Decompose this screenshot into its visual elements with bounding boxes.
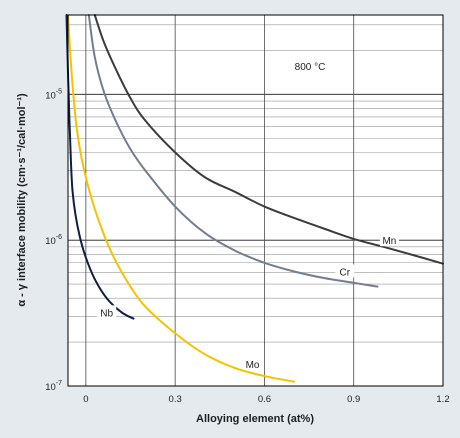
x-tick-label: 0 xyxy=(83,394,88,405)
series-labels: Mn Cr Mo Nb xyxy=(97,233,399,371)
minor-gridlines xyxy=(68,24,443,343)
series-line-mn xyxy=(93,14,444,265)
series-line-cr xyxy=(87,14,379,288)
series-line-nb xyxy=(65,14,135,320)
series-lines xyxy=(65,14,444,383)
y-axis-title: α - γ interface mobility (cm·s⁻¹/cal·mol… xyxy=(16,93,28,307)
series-line-mo xyxy=(67,14,296,383)
y-tick-exponent: -7 xyxy=(56,380,62,387)
series-label-bg-mo xyxy=(243,356,263,370)
series-label-mn: Mn xyxy=(382,236,396,247)
x-tick-label: 1.2 xyxy=(436,394,449,405)
x-axis-title: Alloying element (at%) xyxy=(196,413,314,425)
plot-area xyxy=(68,15,443,386)
x-tick-label: 0.9 xyxy=(347,394,360,405)
y-tick-label: 10-5 xyxy=(45,88,62,101)
series-label-bg-cr xyxy=(335,264,355,278)
y-tick-label: 10-7 xyxy=(45,380,62,393)
series-label-bg-mn xyxy=(379,233,399,247)
y-tick-exponent: -6 xyxy=(56,234,62,241)
plot-frame xyxy=(67,14,444,387)
y-axis-ticks: 10-7 10-6 10-5 xyxy=(45,88,62,393)
temperature-annotation: 800 °C xyxy=(295,62,326,73)
x-tick-label: 0.6 xyxy=(258,394,271,405)
series-label-bg-nb xyxy=(97,305,117,319)
series-label-cr: Cr xyxy=(340,267,351,278)
x-axis-ticks: 0 0.3 0.6 0.9 1.2 xyxy=(83,394,449,405)
series-label-nb: Nb xyxy=(100,308,113,319)
series-label-mo: Mo xyxy=(246,360,260,371)
y-tick-exponent: -5 xyxy=(56,88,62,95)
y-tick-label: 10-6 xyxy=(45,234,62,247)
x-tick-label: 0.3 xyxy=(169,394,182,405)
